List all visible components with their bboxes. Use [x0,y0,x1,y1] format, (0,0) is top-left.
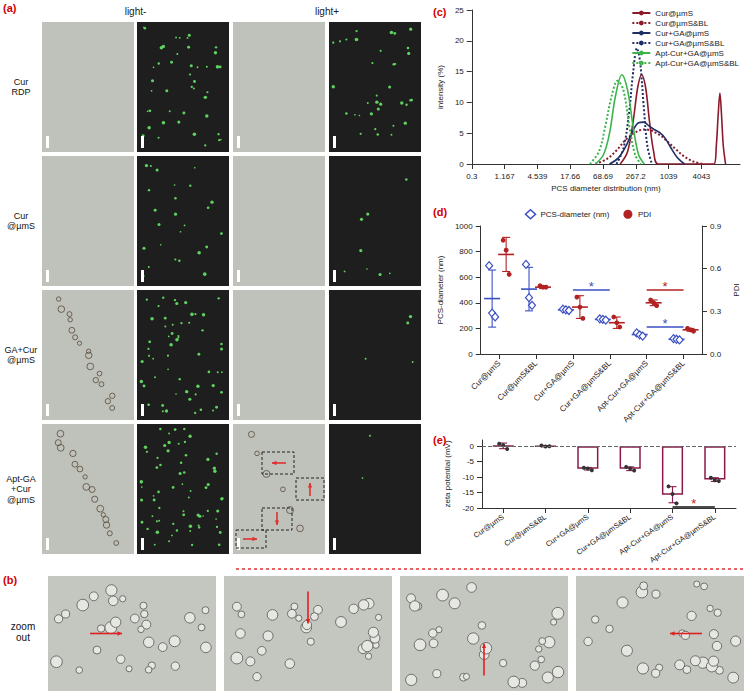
svg-text:-15: -15 [462,488,474,497]
svg-text:Cur@µmS&BL: Cur@µmS&BL [655,19,708,28]
svg-text:(b): (b) [3,574,17,586]
svg-text:Apt-Cur+GA@µmS: Apt-Cur+GA@µmS [617,512,676,557]
svg-text:267.2: 267.2 [626,172,647,181]
svg-text:0: 0 [459,160,464,169]
svg-text:light-: light- [125,6,147,17]
svg-text:*: * [663,316,668,331]
svg-text:*: * [663,279,668,294]
svg-text:Cur@µmS: Cur@µmS [7,211,35,231]
svg-text:*: * [589,279,594,294]
svg-text:5: 5 [459,129,464,138]
svg-text:25: 25 [455,6,464,15]
svg-text:light+: light+ [315,6,339,17]
svg-text:PCS-diameter (nm): PCS-diameter (nm) [541,210,610,219]
svg-text:-10: -10 [462,473,474,482]
svg-text:CurRDP: CurRDP [11,77,30,97]
svg-text:0.6: 0.6 [710,264,722,273]
svg-text:1.167: 1.167 [495,172,516,181]
svg-text:0.9: 0.9 [710,222,722,231]
svg-text:PDI: PDI [638,210,651,219]
svg-text:Cur@µmS: Cur@µmS [655,9,693,18]
svg-text:Cur+GA@µmS: Cur+GA@µmS [531,358,577,404]
svg-text:Cur+GA@µmS&BL: Cur+GA@µmS&BL [574,512,633,557]
svg-text:600: 600 [459,273,473,282]
svg-text:10: 10 [455,98,464,107]
svg-text:Cur+GA@µmS&BL: Cur+GA@µmS&BL [557,358,613,414]
svg-text:400: 400 [459,298,473,307]
svg-text:PCS-diameter (nm): PCS-diameter (nm) [436,255,445,324]
svg-text:PCS diameter distribution (nm): PCS diameter distribution (nm) [551,184,661,193]
svg-text:1039: 1039 [660,172,678,181]
svg-text:0: 0 [468,350,473,359]
svg-text:1000: 1000 [455,222,473,231]
svg-text:0.3: 0.3 [466,172,478,181]
svg-text:zoomout: zoomout [11,621,35,644]
svg-text:Cur+GA@µmS: Cur+GA@µmS [655,29,709,38]
svg-text:4.539: 4.539 [527,172,548,181]
svg-text:GA+Cur@µmS: GA+Cur@µmS [5,345,38,365]
svg-text:0.0: 0.0 [710,350,722,359]
svg-text:intensity (%): intensity (%) [436,65,445,109]
svg-text:68.69: 68.69 [593,172,614,181]
svg-text:200: 200 [459,324,473,333]
svg-text:Cur@µmS&BL: Cur@µmS&BL [495,358,540,403]
svg-text:(e): (e) [433,434,447,446]
svg-text:0.3: 0.3 [710,307,722,316]
svg-text:(c): (c) [433,6,447,18]
svg-text:15: 15 [455,67,464,76]
svg-text:Apt-Cur+GA@µmS: Apt-Cur+GA@µmS [655,49,724,58]
svg-text:20: 20 [455,36,464,45]
svg-text:zeta potential (mV): zeta potential (mV) [443,440,452,507]
svg-text:PDI: PDI [732,283,741,296]
svg-text:Cur@µmS&BL: Cur@µmS&BL [502,512,548,548]
svg-text:Cur@µmS: Cur@µmS [472,512,506,540]
svg-text:*: * [691,496,696,511]
svg-text:(d): (d) [433,206,447,218]
svg-text:-5: -5 [467,457,475,466]
svg-text:4043: 4043 [692,172,710,181]
svg-text:Apt-GA+Cur@µmS: Apt-GA+Cur@µmS [6,474,36,505]
svg-text:-20: -20 [462,504,474,513]
svg-text:17.66: 17.66 [560,172,581,181]
svg-text:Cur+GA@µmS&BL: Cur+GA@µmS&BL [655,39,725,48]
svg-text:Apt-Cur+GA@µmS&BL: Apt-Cur+GA@µmS&BL [621,358,687,424]
svg-text:0: 0 [470,442,475,451]
svg-text:Apt-Cur+GA@µmS&BL: Apt-Cur+GA@µmS&BL [655,59,739,68]
svg-text:(a): (a) [3,2,17,14]
svg-text:Apt-Cur+GA@µmS&BL: Apt-Cur+GA@µmS&BL [648,512,717,564]
svg-text:Cur+GA@µmS: Cur+GA@µmS [543,512,591,549]
svg-text:800: 800 [459,247,473,256]
svg-text:Cur@µmS: Cur@µmS [469,359,502,392]
